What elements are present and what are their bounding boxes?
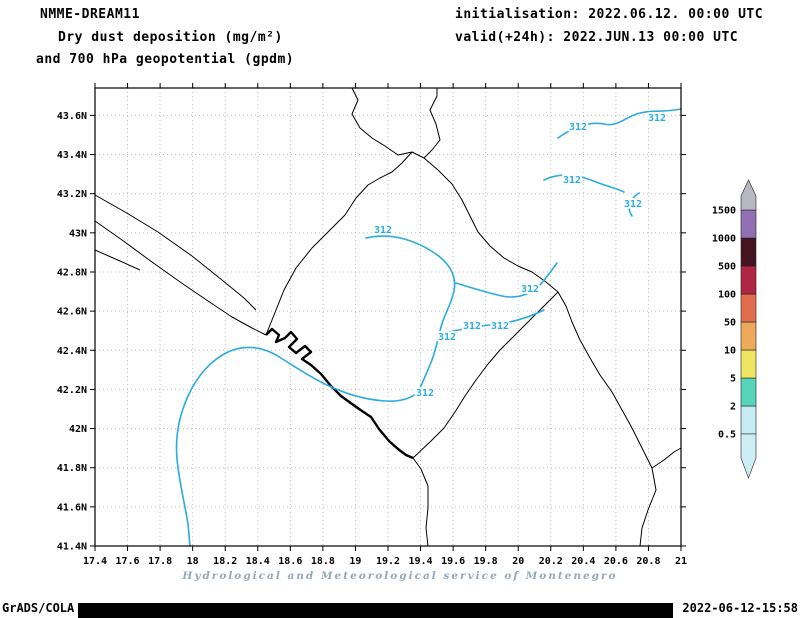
colorbar-arrow-high	[740, 179, 757, 211]
x-tick-label: 18.8	[311, 556, 335, 567]
x-axis-labels: 17.4 17.6 17.8 18 18.2 18.4 18.6 18.8 19 19.2 19.4…	[83, 556, 687, 567]
axis-ticks	[90, 83, 686, 551]
contour-label-312: 312	[416, 388, 434, 399]
x-tick-label: 17.4	[83, 556, 107, 567]
x-tick-label: 20.4	[571, 556, 595, 567]
montenegro-coast-bold	[265, 327, 414, 460]
contour-312-main	[175, 235, 456, 547]
x-tick-label: 20.8	[636, 556, 660, 567]
x-tick-label: 20.6	[604, 556, 628, 567]
y-tick-label: 43N	[69, 228, 87, 239]
generator-credit: GrADS/COLA	[2, 601, 75, 615]
colorbar-band	[740, 377, 757, 407]
colorbar-label: 10	[724, 346, 736, 357]
contour-label-312: 312	[624, 199, 642, 210]
border-eastern	[423, 157, 657, 547]
y-axis-labels: 43.6N 43.4N 43.2N 43N 42.8N 42.6N 42.4N 42.2N 42…	[57, 111, 87, 553]
timestamp: 2022-06-12-15:58	[682, 601, 798, 615]
colorbar	[740, 179, 757, 479]
colorbar-label: 1500	[712, 206, 736, 217]
x-tick-label: 20.2	[539, 556, 563, 567]
colorbar-label: 0.5	[718, 430, 736, 441]
contour-312-top-right	[557, 108, 682, 139]
valid-time: valid(+24h): 2022.JUN.13 00:00 UTC	[455, 30, 739, 45]
contour-312-arc	[628, 192, 640, 217]
y-tick-label: 42.6N	[57, 307, 87, 318]
colorbar-band	[740, 349, 757, 379]
contour-label-312: 312	[521, 284, 539, 295]
border-branch-southeast	[651, 447, 682, 469]
colorbar-band	[740, 237, 757, 267]
x-tick-label: 21	[675, 556, 687, 567]
y-tick-label: 43.2N	[57, 189, 87, 200]
colorbar-label: 1000	[712, 234, 736, 245]
figure-title-line2: and 700 hPa geopotential (gpdm)	[36, 52, 295, 67]
contour-312-inner	[443, 309, 545, 334]
y-tick-label: 41.6N	[57, 502, 87, 513]
geopotential-contours	[175, 108, 682, 547]
contour-label-312: 312	[374, 225, 392, 236]
colorbar-labels: 0.5 2 5 10 50 100 500 1000 1500	[712, 206, 736, 441]
x-tick-label: 18.6	[278, 556, 302, 567]
colorbar-label: 500	[718, 262, 736, 273]
x-tick-label: 18.2	[213, 556, 237, 567]
coastline-northwest	[94, 220, 267, 336]
x-tick-label: 19.2	[376, 556, 400, 567]
peljesac-coast	[94, 249, 141, 271]
contour-label-312: 312	[491, 321, 509, 332]
border-bih-montenegro	[265, 151, 413, 336]
colorbar-band	[740, 293, 757, 323]
x-tick-label: 19.6	[441, 556, 465, 567]
x-tick-label: 19	[349, 556, 361, 567]
y-tick-label: 43.6N	[57, 111, 87, 122]
contour-312-hook	[455, 262, 558, 298]
colorbar-band	[740, 265, 757, 295]
x-tick-label: 19.8	[474, 556, 498, 567]
y-tick-label: 42.8N	[57, 267, 87, 278]
y-tick-label: 42N	[69, 424, 87, 435]
country-borders	[94, 87, 682, 547]
y-tick-label: 41.8N	[57, 463, 87, 474]
colorbar-band	[740, 209, 757, 239]
bottom-black-bar	[78, 603, 673, 618]
gridlines	[94, 88, 682, 547]
x-tick-label: 20	[512, 556, 524, 567]
model-name: NMME-DREAM11	[40, 7, 140, 22]
contour-label-312: 312	[438, 332, 456, 343]
x-tick-label: 18	[187, 556, 199, 567]
contour-label-312: 312	[463, 321, 481, 332]
colorbar-arrow-low	[740, 433, 757, 479]
initialisation-time: initialisation: 2022.06.12. 00:00 UTC	[455, 7, 764, 22]
border-croatia-bih	[94, 194, 257, 311]
y-tick-label: 42.2N	[57, 385, 87, 396]
service-credit: Hydrological and Meteorological service …	[182, 570, 618, 582]
contour-label-312: 312	[569, 122, 587, 133]
colorbar-label: 50	[724, 318, 736, 329]
border-bih-serbia-loop	[351, 87, 441, 159]
y-tick-label: 43.4N	[57, 150, 87, 161]
x-tick-label: 19.4	[409, 556, 433, 567]
colorbar-label: 2	[730, 402, 736, 413]
contour-label-312: 312	[563, 175, 581, 186]
colorbar-label: 100	[718, 290, 736, 301]
y-tick-label: 41.4N	[57, 542, 87, 553]
x-tick-label: 18.4	[246, 556, 270, 567]
contour-labels: 312 312 312 312 312 312 312 312 312 312	[372, 111, 668, 401]
x-tick-label: 17.6	[116, 556, 140, 567]
x-tick-label: 17.8	[148, 556, 172, 567]
y-tick-label: 42.4N	[57, 346, 87, 357]
contour-312-upper	[543, 174, 625, 193]
colorbar-label: 5	[730, 374, 736, 385]
colorbar-band	[740, 405, 757, 435]
figure-title-line1: Dry dust deposition (mg/m²)	[58, 30, 283, 45]
colorbar-band	[740, 321, 757, 351]
coastline-albania	[412, 457, 429, 547]
contour-label-312: 312	[648, 113, 666, 124]
border-montenegro-albania	[412, 291, 559, 459]
